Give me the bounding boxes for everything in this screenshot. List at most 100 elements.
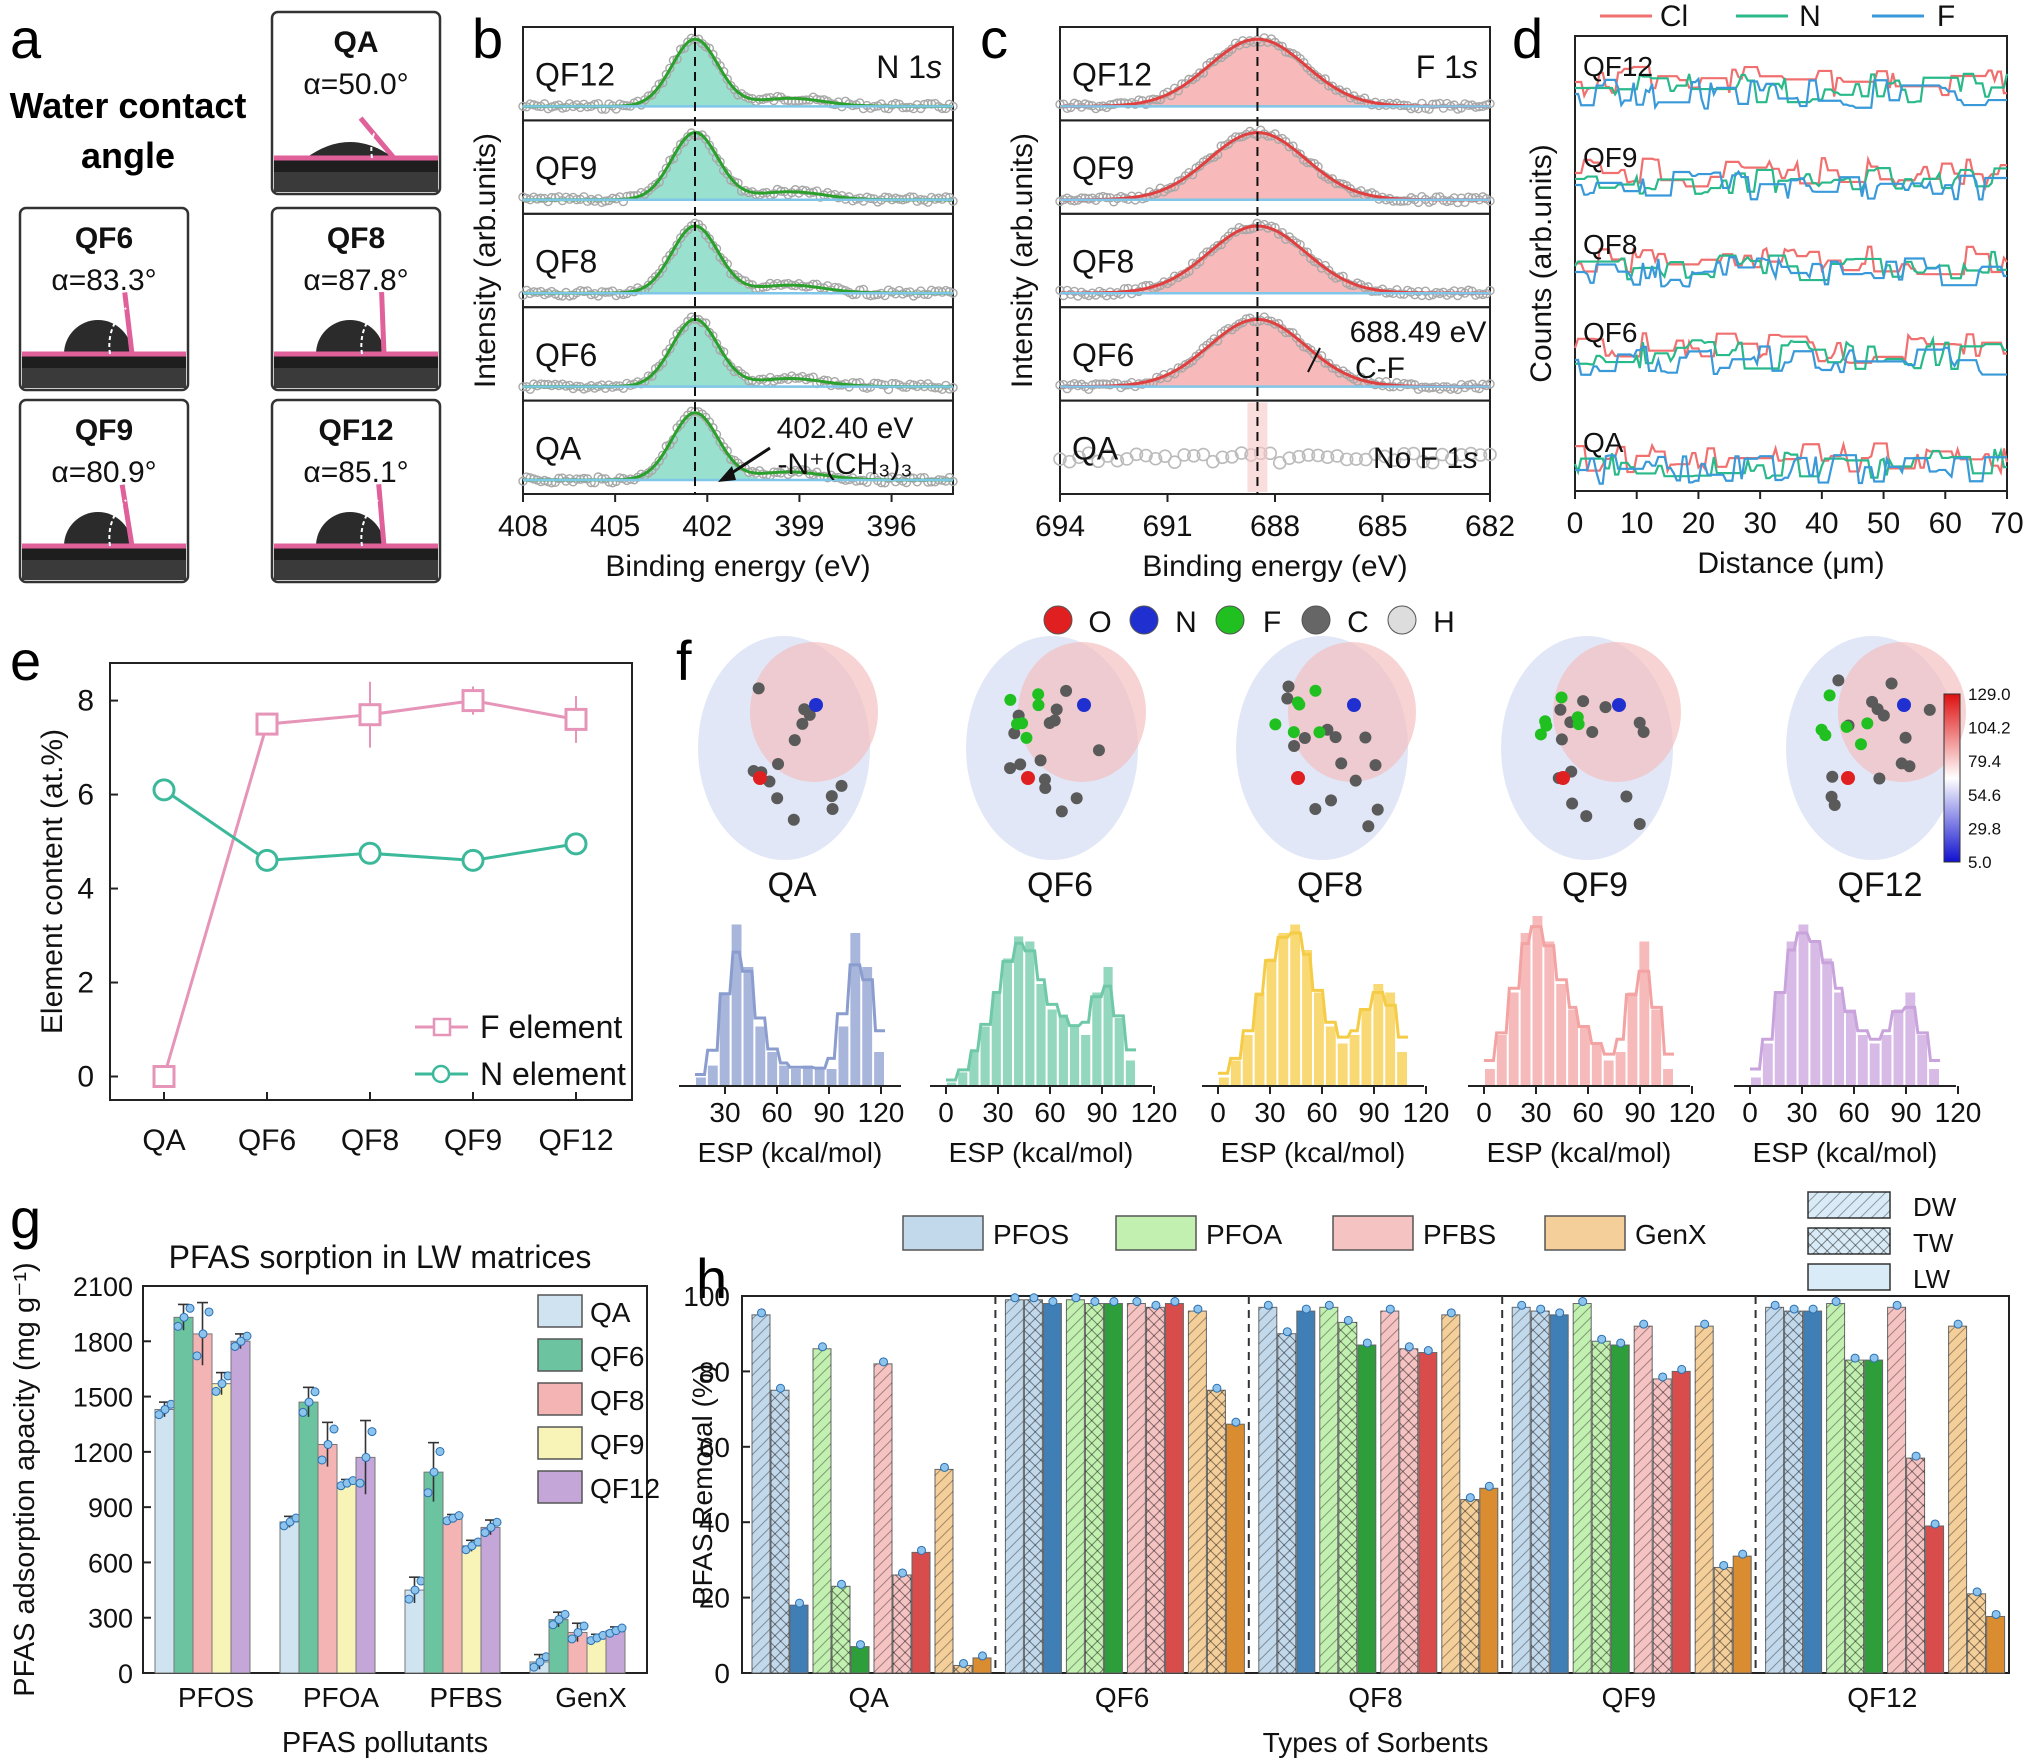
line-scan-sample-label: QF9: [1583, 142, 1637, 173]
qa-raw-point: [1339, 452, 1354, 467]
replicate-point: [1212, 1383, 1222, 1393]
histogram-bar: [1290, 924, 1301, 1086]
carbon-atom: [1014, 758, 1027, 771]
replicate-point: [795, 1598, 804, 1608]
replicate-point: [298, 1407, 308, 1417]
x-tick-label: 402: [682, 510, 732, 543]
line-scan-f: [1575, 255, 2007, 288]
nitrogen-atom: [1612, 698, 1626, 712]
carbon-atom: [1325, 794, 1338, 807]
replicate-point: [204, 1307, 214, 1317]
photo-frame: [18, 398, 190, 584]
line-scan-sample-label: QF8: [1583, 229, 1637, 260]
replicate-point: [529, 1662, 539, 1672]
carbon-atom: [1866, 695, 1879, 708]
oxygen-atom: [753, 771, 767, 785]
replicate-point: [1578, 1297, 1588, 1307]
raw-data-point: [1367, 286, 1377, 297]
qa-raw-point: [1167, 455, 1182, 469]
fluorine-atom: [1534, 728, 1547, 741]
x-axis-label: PFAS pollutants: [282, 1727, 488, 1758]
replicate-point: [818, 1342, 827, 1352]
carbon-atom: [787, 813, 800, 826]
angle-arc: [108, 307, 127, 355]
replicate-point: [1972, 1587, 1982, 1597]
raw-data-point: [546, 192, 557, 203]
replicate-point: [211, 1386, 221, 1396]
carbon-atom: [1577, 695, 1590, 708]
histogram-bar: [755, 1026, 766, 1086]
data-marker-circle: [358, 841, 382, 865]
replicate-point: [160, 1404, 170, 1414]
histogram-bar: [1125, 1060, 1135, 1086]
carbon-atom: [1329, 731, 1342, 744]
y-tick-label: 2100: [73, 1272, 133, 1302]
photo-frame: [270, 206, 442, 392]
subplot-frame: [522, 399, 954, 496]
line-scan-n: [1575, 167, 2007, 195]
replicate-point: [217, 1379, 227, 1389]
title-orbital-letter: s: [926, 49, 942, 85]
histogram-bar: [1508, 992, 1519, 1086]
replicate-point: [1658, 1372, 1668, 1382]
qa-raw-point: [1454, 448, 1469, 462]
qa-raw-point: [1464, 446, 1478, 461]
carbon-atom: [1899, 731, 1912, 744]
raw-data-point: [1442, 196, 1452, 207]
histogram-bar: [1036, 984, 1046, 1086]
replicate-point: [480, 1528, 490, 1538]
bar-qf6-genx-lw: [1225, 1423, 1245, 1674]
subplot-sample-label: QF12: [1072, 57, 1152, 93]
x-axis-label: Binding energy (eV): [1142, 550, 1407, 583]
histogram-bar: [1385, 992, 1396, 1086]
histogram-bar: [1254, 992, 1265, 1086]
replicate-point: [837, 1579, 846, 1589]
histogram-bar: [1361, 1009, 1372, 1086]
histogram-bar: [1798, 924, 1809, 1086]
carbon-atom: [1070, 792, 1083, 805]
panel-letter-e: e: [10, 629, 41, 692]
qa-note: No F 1s: [1373, 442, 1478, 475]
water-droplet: [316, 320, 384, 354]
qa-raw-point: [1196, 447, 1211, 462]
line-scan-qf12: QF12: [1575, 51, 2009, 111]
histogram-x-label: ESP (kcal/mol): [949, 1137, 1134, 1168]
histogram-bar: [1639, 941, 1650, 1086]
histogram-bar: [1881, 1035, 1892, 1086]
histogram-bar: [1905, 992, 1916, 1086]
histogram-bar: [1786, 941, 1797, 1086]
raw-data-point: [1485, 379, 1495, 389]
line-scan-f: [1575, 345, 2007, 376]
y-tick-label: 0: [714, 1658, 730, 1689]
histogram-bar: [991, 992, 1001, 1086]
histogram-bar: [1219, 1077, 1229, 1086]
chart-title: F 1s: [1416, 49, 1478, 85]
x-axis-label: Distance (μm): [1697, 547, 1884, 580]
y-tick-label: 600: [88, 1548, 133, 1578]
histogram-bar: [719, 992, 730, 1086]
xps-subplot-qa: QA: [518, 399, 958, 496]
line-scan-cl: [1573, 332, 2007, 364]
carbon-atom: [835, 779, 848, 792]
atom-legend-label-f: F: [1263, 606, 1281, 639]
tangent-line: [358, 116, 396, 160]
oxygen-atom: [1841, 771, 1855, 785]
qa-raw-point: [1110, 453, 1125, 468]
title-orbital-letter: s: [1462, 49, 1478, 85]
bar-hatch-tw: [1592, 1341, 1611, 1673]
qa-raw-point: [1330, 449, 1344, 463]
bar-qf6-pfbs-lw: [1164, 1303, 1184, 1674]
angle-arc: [360, 307, 379, 355]
x-tick-label: QF9: [444, 1124, 502, 1157]
bar-qf6-pfos-lw: [1042, 1303, 1062, 1674]
histogram-tick-label: 60: [1572, 1097, 1603, 1128]
histogram-tick-label: 0: [1210, 1097, 1226, 1128]
legend-label-genx: GenX: [1635, 1219, 1707, 1250]
subplot-sample-label: QF9: [535, 150, 597, 186]
molecule-name: QA: [767, 866, 816, 904]
peak-fill: [1060, 39, 1490, 107]
molecule-name: QF12: [1837, 866, 1922, 904]
x-tick-label: QF8: [1348, 1682, 1402, 1713]
bar-hatch-dw: [1380, 1311, 1399, 1673]
histogram-bar: [1025, 941, 1035, 1086]
